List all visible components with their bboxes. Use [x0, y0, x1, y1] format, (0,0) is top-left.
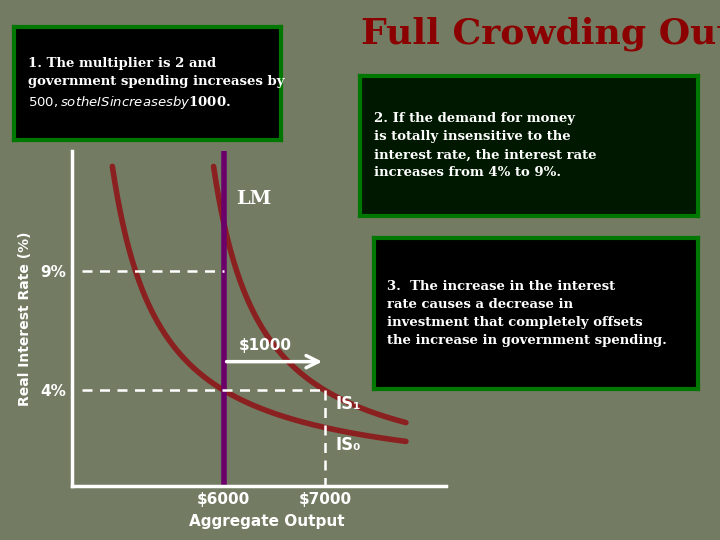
Text: 2. If the demand for money
is totally insensitive to the
interest rate, the inte: 2. If the demand for money is totally in…	[374, 112, 596, 179]
Text: $1000: $1000	[239, 338, 292, 353]
Text: LM: LM	[236, 190, 271, 208]
Text: IS₀: IS₀	[335, 436, 361, 454]
Text: Aggregate Output: Aggregate Output	[189, 514, 344, 529]
Text: 1. The multiplier is 2 and
government spending increases by
$500, so the IS incr: 1. The multiplier is 2 and government sp…	[28, 57, 284, 111]
Text: 3.  The increase in the interest
rate causes a decrease in
investment that compl: 3. The increase in the interest rate cau…	[387, 280, 667, 347]
Y-axis label: Real Interest Rate (%): Real Interest Rate (%)	[18, 231, 32, 406]
Text: Full Crowding Out: Full Crowding Out	[361, 16, 720, 51]
Text: IS₁: IS₁	[335, 395, 361, 414]
